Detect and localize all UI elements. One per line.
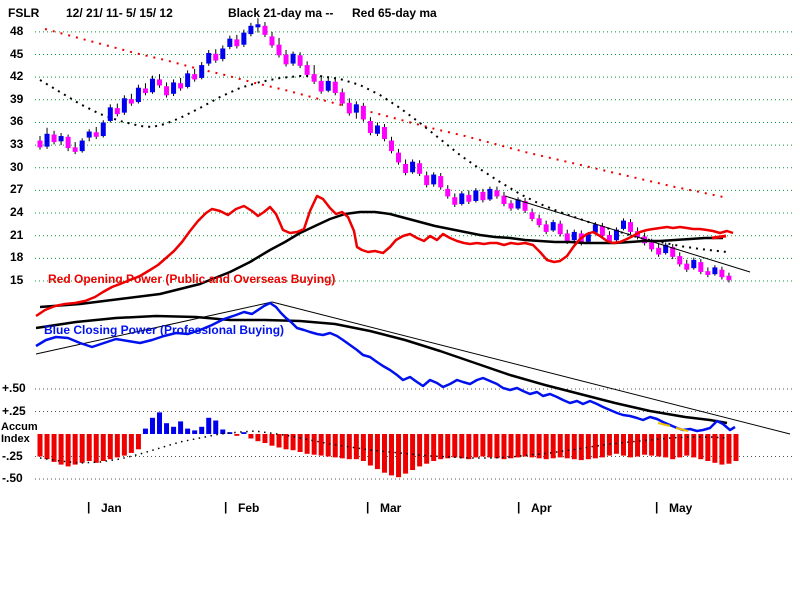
accum-tick: +.50 — [2, 381, 26, 395]
accum-tick: -.50 — [2, 471, 23, 485]
month-tick-mark: | — [517, 500, 521, 514]
month-tick-mark: | — [87, 500, 91, 514]
month-label-jan: Jan — [101, 501, 122, 515]
month-tick-mark: | — [366, 500, 370, 514]
price-tick-36: 36 — [10, 114, 24, 129]
month-label-may: May — [669, 501, 693, 515]
date-range-label: 12/ 21/ 11- 5/ 15/ 12 — [66, 6, 173, 20]
price-tick-27: 27 — [10, 182, 24, 197]
price-tick-48: 48 — [10, 23, 24, 38]
closing-power-ma-line — [35, 314, 728, 425]
price-tick-21: 21 — [10, 227, 24, 242]
accum-axis-word2: Index — [1, 433, 30, 445]
price-gridlines — [35, 31, 792, 282]
closing-power-uptrend-line — [35, 301, 273, 355]
legend-red-ma: Red 65-day ma — [352, 6, 437, 20]
price-tick-45: 45 — [10, 46, 24, 61]
closing-power-downtrend-line — [271, 301, 791, 435]
closing-power-line — [35, 301, 736, 433]
price-tick-39: 39 — [10, 91, 24, 106]
closing-power-annotation: Blue Closing Power (Professional Buying) — [44, 323, 285, 337]
opening-power-line — [35, 194, 734, 318]
accum-index-bars — [37, 412, 739, 478]
candlesticks — [37, 18, 732, 283]
accum-tick: -.25 — [2, 448, 23, 463]
ticker-symbol: FSLR — [8, 6, 40, 20]
ma65-dotted-line — [44, 28, 724, 198]
yellow-dash-segments — [657, 422, 689, 432]
opening-power-annotation: Red Opening Power (Public and Overseas B… — [48, 272, 336, 286]
month-tick-mark: | — [224, 500, 228, 514]
accum-axis-word1: Accum — [1, 421, 38, 433]
price-tick-30: 30 — [10, 159, 24, 174]
price-tick-24: 24 — [10, 205, 24, 220]
red-power-ma-tip — [711, 234, 727, 240]
price-tick-18: 18 — [10, 250, 24, 265]
legend-black-ma: Black 21-day ma -- — [228, 6, 334, 20]
red-power-ma-line — [39, 210, 723, 309]
price-downtrend-line — [504, 195, 751, 273]
price-tick-15: 15 — [10, 273, 24, 287]
month-tick-mark: | — [655, 500, 659, 514]
month-label-feb: Feb — [238, 501, 260, 515]
ma21-dotted-line — [39, 75, 728, 253]
price-tick-33: 33 — [10, 137, 24, 152]
month-label-apr: Apr — [531, 501, 552, 515]
price-tick-42: 42 — [10, 69, 24, 84]
month-label-mar: Mar — [380, 501, 402, 515]
accum-tick: +.25 — [2, 403, 26, 418]
